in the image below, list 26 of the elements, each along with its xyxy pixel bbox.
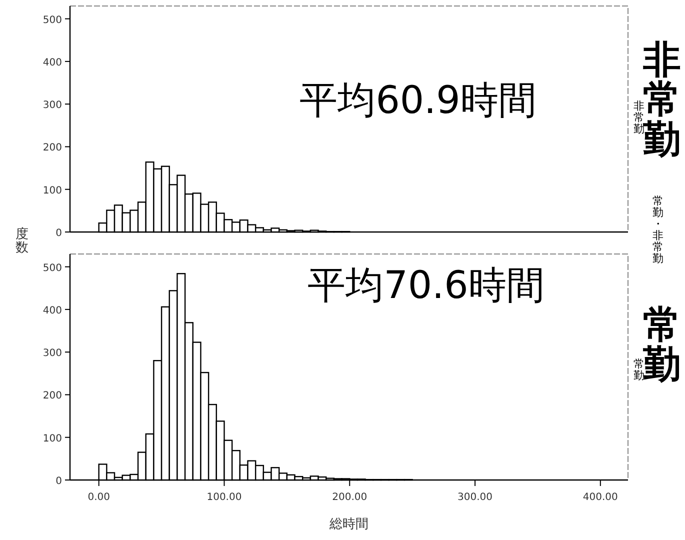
y-tick-label: 0 xyxy=(56,228,62,239)
x-tick-label: 0.00 xyxy=(88,492,110,503)
text: 常勤 xyxy=(642,302,681,386)
y-tick-label: 500 xyxy=(42,14,62,26)
x-axis-title: 総時間 xyxy=(328,517,368,532)
y-tick-label: 100 xyxy=(42,185,62,196)
text: 常勤 xyxy=(634,357,644,382)
y-tick-label: 100 xyxy=(42,433,62,444)
x-tick-label: 300.00 xyxy=(458,492,493,503)
x-tick-label: 400.00 xyxy=(582,492,618,503)
text: 非常勤 xyxy=(634,99,644,136)
annotation: 平均60.9時間 xyxy=(300,78,536,122)
y-tick-label: 500 xyxy=(42,262,62,274)
y-tick-label: 200 xyxy=(42,390,62,402)
y-tick-label: 400 xyxy=(42,57,62,68)
y-tick-label: 300 xyxy=(42,100,62,112)
y-tick-label: 300 xyxy=(42,348,62,360)
y-tick-label: 200 xyxy=(42,142,62,154)
annotation: 平均70.6時間 xyxy=(308,263,544,307)
x-tick-label: 100.00 xyxy=(206,492,242,503)
y-tick-label: 400 xyxy=(42,305,62,316)
text: 非常勤 xyxy=(642,37,681,162)
y-tick-label: 0 xyxy=(56,476,62,487)
text: 常勤・非常勤 xyxy=(652,194,664,266)
x-tick-label: 200.00 xyxy=(332,492,368,503)
y-axis-title: 度数 xyxy=(16,226,28,256)
